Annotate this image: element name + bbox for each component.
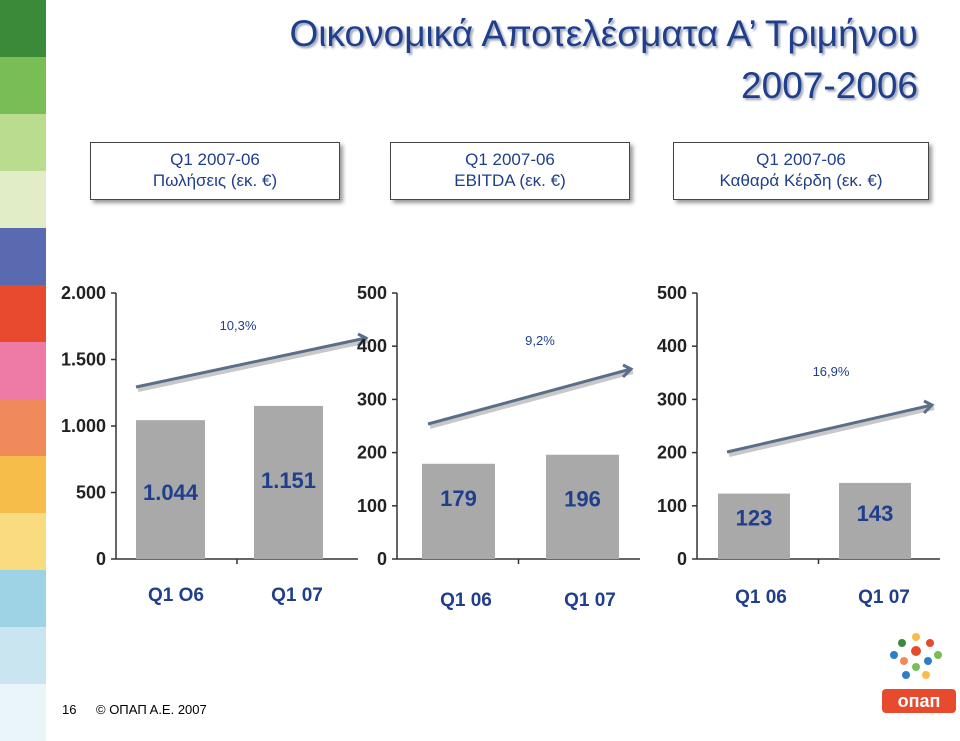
net-profit-box: Q1 2007-06 Καθαρά Κέρδη (εκ. €) [673, 142, 929, 200]
ebitda-box-metric: EBITDA (εκ. €) [454, 171, 566, 190]
y-tick-label: 500 [357, 283, 387, 303]
trend-line [135, 336, 367, 389]
y-tick-label: 300 [357, 389, 387, 409]
opap-logo: опап [882, 633, 956, 713]
y-tick-label: 0 [377, 549, 387, 569]
bar [839, 482, 911, 559]
sales-box-metric: Πωλήσεις (εκ. €) [152, 171, 278, 190]
trend-line [427, 367, 632, 426]
sales-box-period: Q1 2007-06 [170, 150, 260, 169]
logo-dots-icon [890, 633, 942, 679]
copyright-text: © ΟΠΑΠ Α.Ε. 2007 [96, 702, 207, 717]
logo-text: опап [898, 691, 941, 711]
bar [254, 405, 323, 559]
growth-label: 9,2% [525, 333, 555, 348]
y-tick-label: 0 [677, 549, 687, 569]
trend-line-shadow [728, 406, 935, 457]
bar [718, 493, 790, 559]
category-label: Q1 06 [735, 587, 787, 608]
category-label: Q1 07 [858, 587, 910, 608]
net-profit-box-period: Q1 2007-06 [756, 150, 846, 169]
bar-charts: 0 500 1.000 1.500 2.000 1.044 1.151 Q1 O6 Q1 07 1… [61, 283, 940, 611]
y-tick-label: 100 [357, 496, 387, 516]
page-number: 16 [62, 702, 77, 717]
category-label: Q1 O6 [148, 585, 204, 606]
trend-line [726, 403, 933, 454]
y-tick-label: 1.500 [61, 350, 106, 370]
y-tick-label: 500 [76, 483, 106, 503]
bar [136, 420, 205, 559]
y-tick-label: 2.000 [61, 283, 106, 303]
trend-arrow-head [922, 399, 935, 415]
growth-label: 10,3% [220, 318, 257, 333]
bar-value-label: 143 [857, 501, 894, 526]
category-label: Q1 07 [271, 585, 323, 606]
sales-box: Q1 2007-06 Πωλήσεις (εκ. €) [90, 142, 340, 200]
bar-value-label: 123 [736, 506, 773, 531]
trend-line-shadow [429, 370, 634, 429]
category-label: Q1 07 [564, 590, 616, 611]
ebitda-box-period: Q1 2007-06 [465, 150, 555, 169]
y-tick-label: 400 [657, 336, 687, 356]
bar [546, 454, 619, 559]
trend-line-shadow [137, 339, 369, 392]
page-subtitle: 2007-2006 [741, 65, 918, 106]
ebitda-box: Q1 2007-06 EBITDA (εκ. €) [390, 142, 630, 200]
bar-value-label: 1.151 [261, 468, 316, 493]
bar-value-label: 179 [440, 486, 477, 511]
y-tick-label: 200 [357, 443, 387, 463]
page-title: Οικονομικά Αποτελέσματα Α’ Τριμήνου [289, 13, 919, 54]
bar-value-label: 1.044 [143, 480, 199, 505]
bar [422, 463, 495, 559]
y-tick-label: 100 [657, 496, 687, 516]
trend-arrow-head [356, 332, 369, 348]
y-tick-label: 300 [657, 389, 687, 409]
y-tick-label: 0 [96, 549, 106, 569]
bar-value-label: 196 [564, 487, 601, 512]
net-profit-box-metric: Καθαρά Κέρδη (εκ. €) [719, 171, 883, 190]
growth-label: 16,9% [813, 364, 850, 379]
trend-arrow-head [621, 363, 634, 379]
category-label: Q1 06 [440, 590, 492, 611]
y-tick-label: 1.000 [61, 416, 106, 436]
y-tick-label: 500 [657, 283, 687, 303]
y-tick-label: 200 [657, 443, 687, 463]
y-tick-label: 400 [357, 336, 387, 356]
